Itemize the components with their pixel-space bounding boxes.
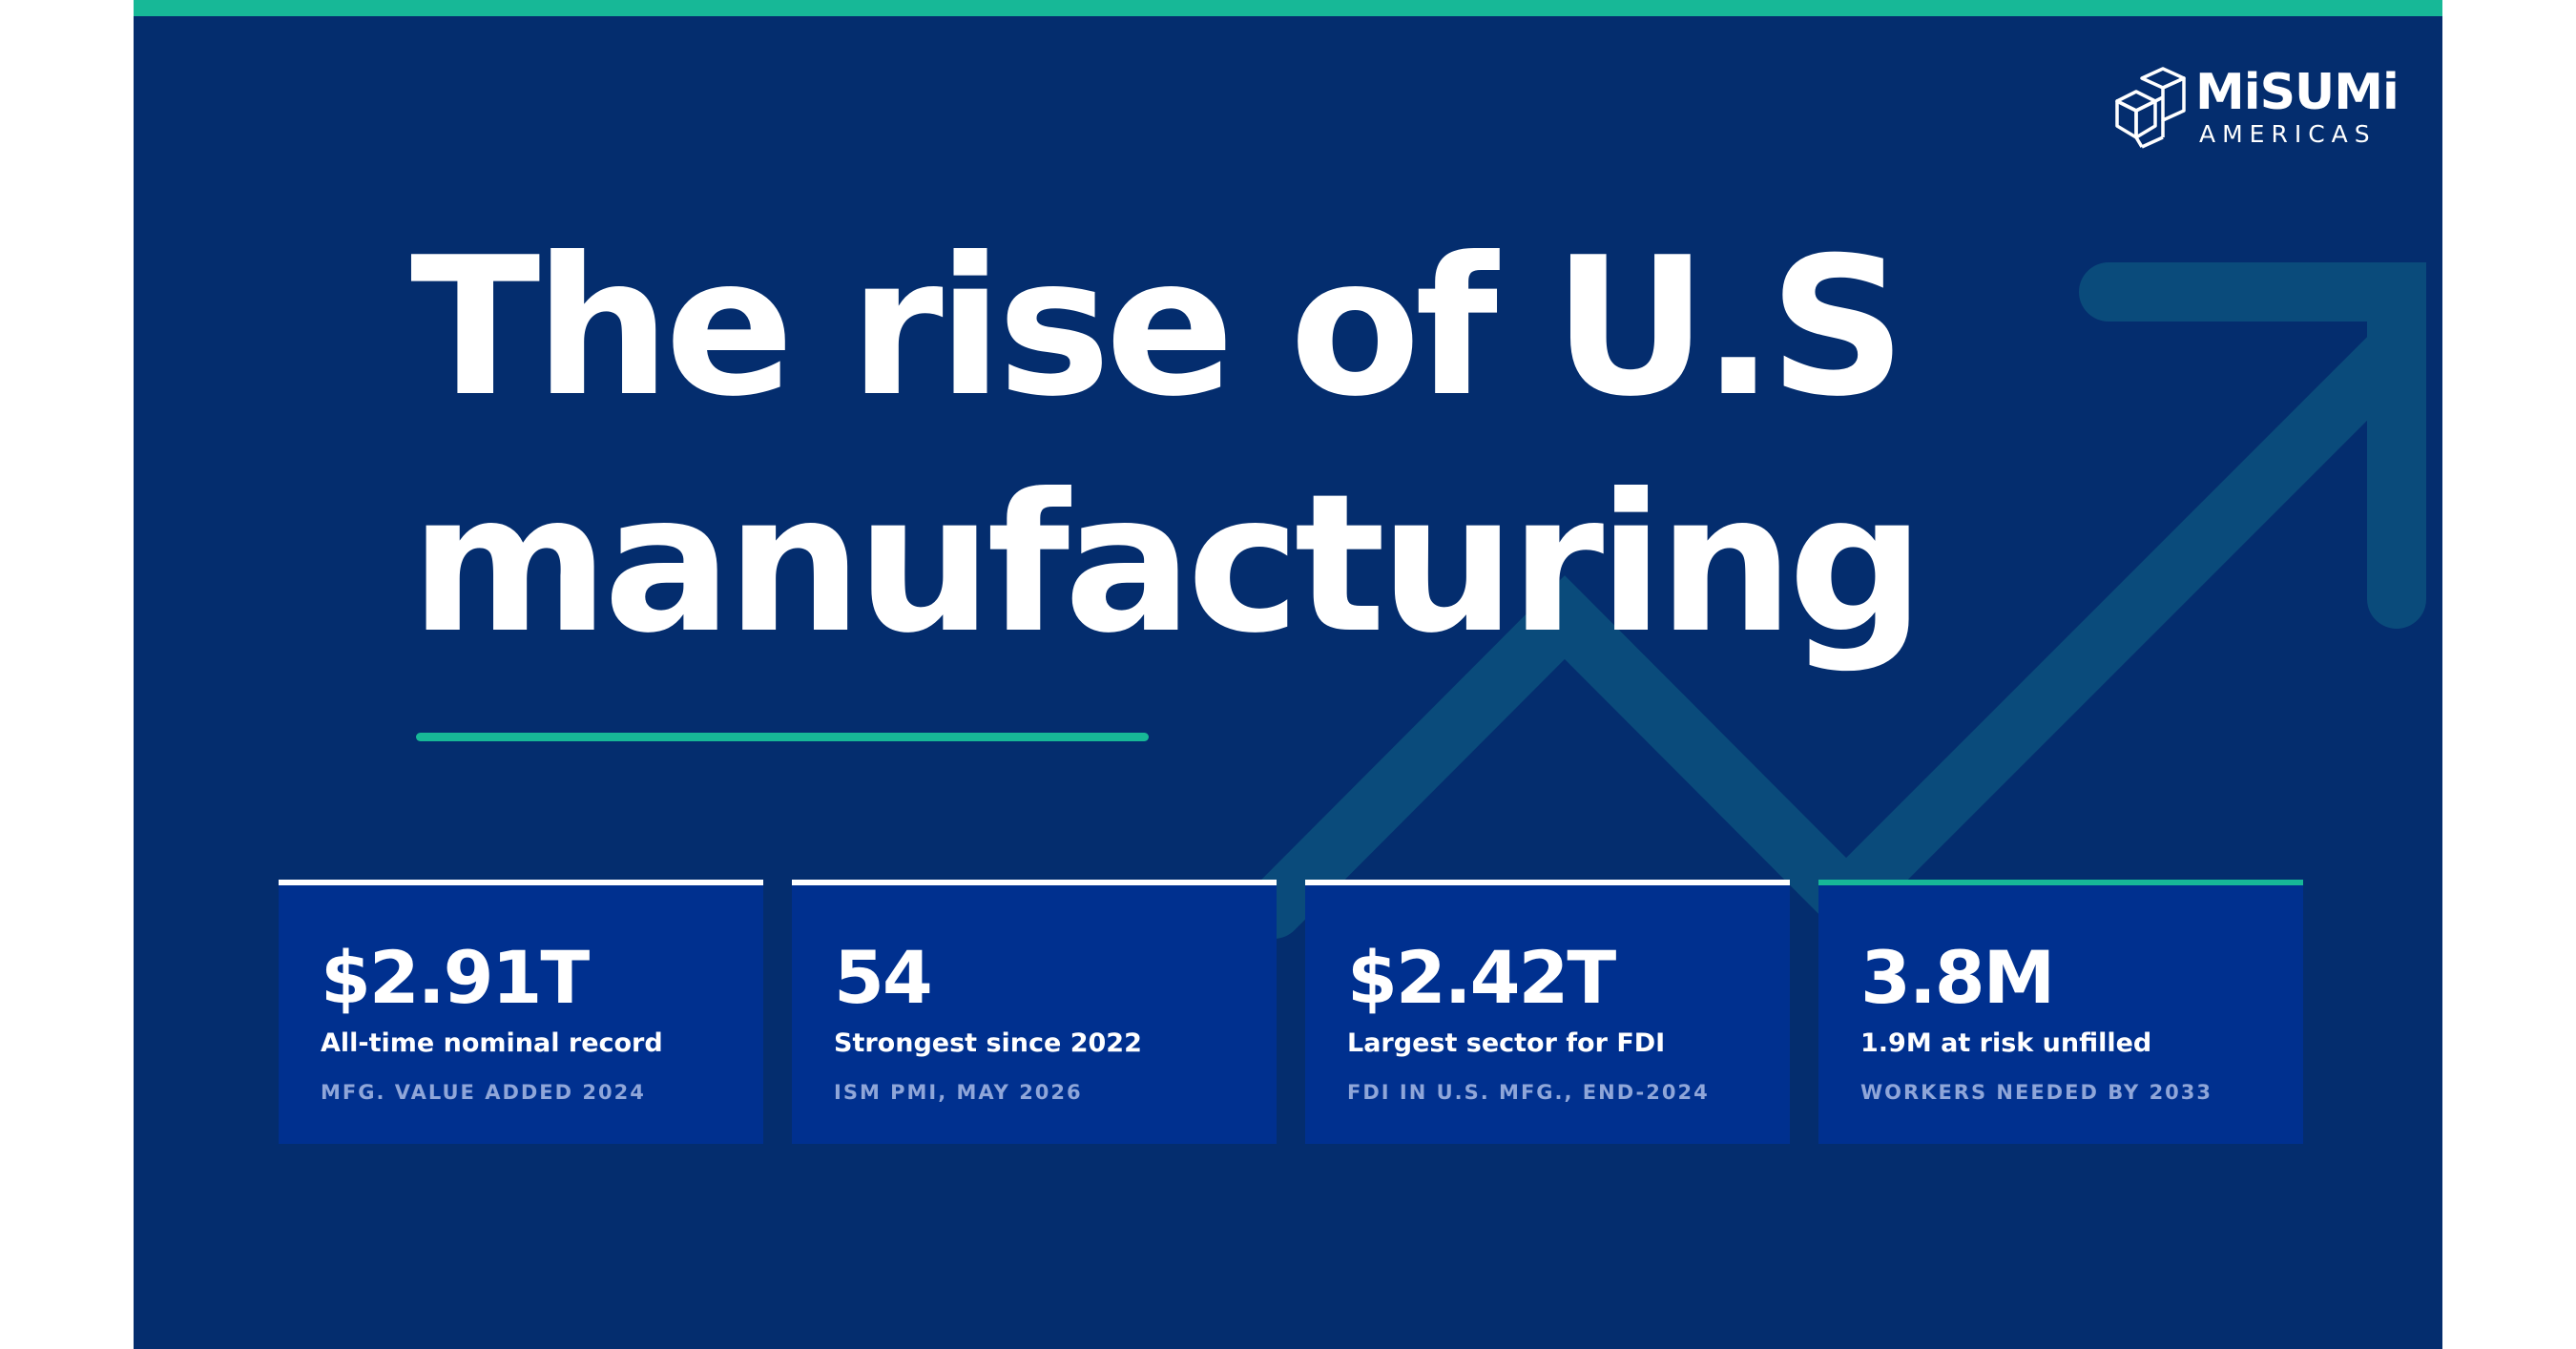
- stat-caption: Strongest since 2022: [834, 1028, 1142, 1058]
- stat-source: MFG. VALUE ADDED 2024: [321, 1081, 646, 1104]
- title-line-1: The rise of U.S: [410, 217, 1906, 439]
- stat-caption: Largest sector for FDI: [1347, 1028, 1666, 1058]
- stat-card-workers: 3.8M 1.9M at risk unfilled WORKERS NEEDE…: [1818, 880, 2303, 1144]
- stat-card-fdi: $2.42T Largest sector for FDI FDI IN U.S…: [1305, 880, 1790, 1144]
- stacked-cubes-icon: [2115, 67, 2186, 149]
- stat-caption: 1.9M at risk unfilled: [1860, 1028, 2152, 1058]
- stat-source: FDI IN U.S. MFG., END-2024: [1347, 1081, 1710, 1104]
- stat-card-pmi: 54 Strongest since 2022 ISM PMI, MAY 202…: [792, 880, 1277, 1144]
- page-title: The rise of U.S manufacturing: [410, 210, 1924, 683]
- stat-source: ISM PMI, MAY 2026: [834, 1081, 1083, 1104]
- stat-value: 3.8M: [1860, 935, 2055, 1020]
- hero-panel: MiSUMi AMERICAS The rise of U.S manufact…: [134, 0, 2442, 1349]
- brand-region: AMERICAS: [2199, 120, 2377, 148]
- stat-value: $2.91T: [321, 935, 590, 1020]
- stat-card-value-added: $2.91T All-time nominal record MFG. VALU…: [279, 880, 763, 1144]
- title-divider: [416, 733, 1149, 741]
- stat-caption: All-time nominal record: [321, 1028, 663, 1058]
- brand-name: MiSUMi: [2195, 64, 2399, 121]
- rising-trend-arrow-icon: [1244, 262, 2426, 942]
- stat-value: 54: [834, 935, 933, 1020]
- brand-logo: MiSUMi AMERICAS: [2113, 61, 2399, 156]
- stat-source: WORKERS NEEDED BY 2033: [1860, 1081, 2213, 1104]
- stat-value: $2.42T: [1347, 935, 1616, 1020]
- accent-top-bar: [134, 0, 2442, 16]
- title-line-2: manufacturing: [410, 453, 1924, 675]
